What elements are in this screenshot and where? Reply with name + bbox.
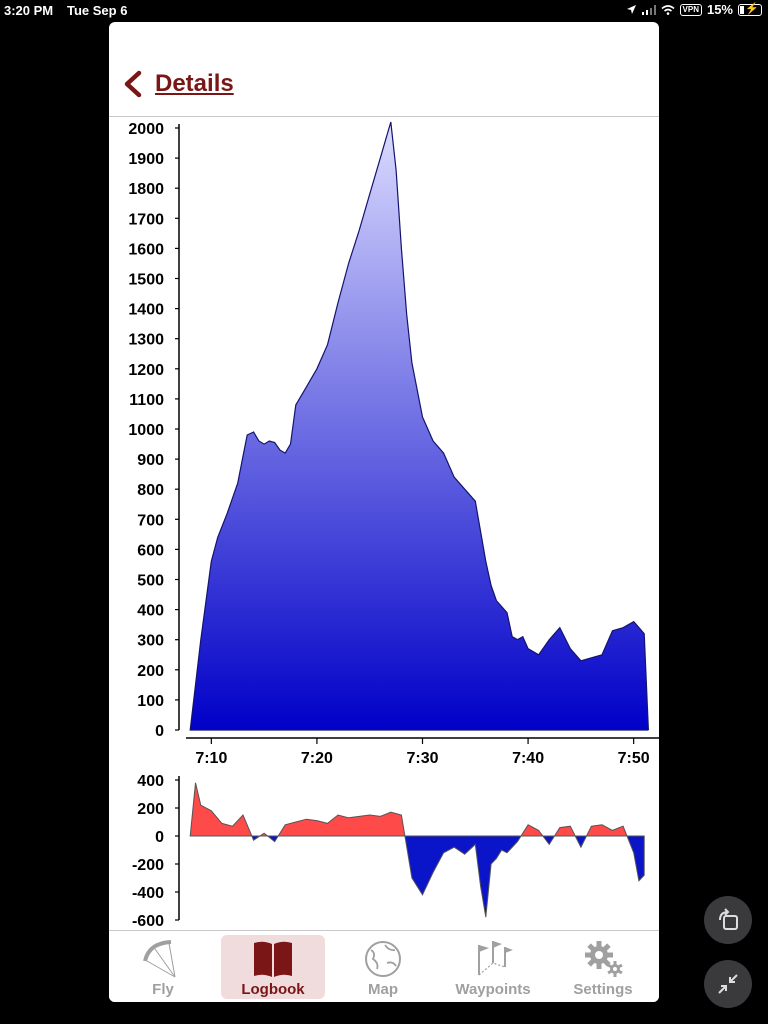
status-time: 3:20 PM [4, 3, 54, 18]
tab-settings[interactable]: Settings [551, 935, 655, 999]
altitude-x-tick-label: 7:40 [512, 750, 544, 767]
altitude-y-tick-label: 100 [137, 693, 164, 710]
altitude-y-tick-label: 200 [137, 663, 164, 680]
altitude-y-tick-label: 1900 [128, 151, 164, 168]
signal-icon [641, 4, 656, 15]
altitude-x-tick-label: 7:50 [618, 750, 650, 767]
tab-waypoints-label: Waypoints [455, 981, 531, 998]
vario-chart: 400 200 0 -200 -400 -600 [132, 773, 645, 930]
flight-charts: 0 100 200 300 400 500 600 700 800 900 1000 1100 1200… [128, 121, 659, 930]
battery-icon: ⚡ [738, 3, 762, 16]
battery-percent: 15% [706, 2, 733, 17]
vario-y-tick-label: -400 [132, 885, 164, 902]
altitude-y-tick-label: 2000 [128, 121, 164, 138]
nav-bar: Details [109, 22, 659, 117]
tab-fly[interactable]: Fly [111, 935, 215, 999]
altitude-y-tick-label: 300 [137, 633, 164, 650]
altitude-y-tick-label: 1200 [128, 362, 164, 379]
vario-y-tick-label: 0 [155, 829, 164, 846]
altitude-y-tick-label: 500 [137, 573, 164, 590]
tab-fly-label: Fly [152, 981, 174, 998]
altitude-y-tick-label: 700 [137, 512, 164, 529]
altitude-x-tick-label: 7:30 [406, 750, 438, 767]
vario-y-tick-label: 200 [137, 801, 164, 818]
vario-sink-area [189, 836, 645, 918]
tab-map[interactable]: Map [331, 935, 435, 999]
chevron-left-icon[interactable] [121, 70, 145, 98]
minimize-button[interactable] [704, 960, 752, 1008]
status-date: Tue Sep 6 [67, 3, 128, 18]
globe-icon [365, 941, 401, 977]
vario-climb-area [189, 782, 645, 836]
altitude-x-tick-label: 7:10 [195, 750, 227, 767]
altitude-chart: 0 100 200 300 400 500 600 700 800 900 1000 1100 1200… [128, 121, 659, 767]
location-arrow-icon [626, 5, 636, 14]
altitude-y-tick-label: 1800 [128, 181, 164, 198]
tab-logbook[interactable]: Logbook [221, 935, 325, 999]
tab-settings-label: Settings [573, 981, 633, 998]
book-icon [254, 941, 292, 977]
tab-logbook-label: Logbook [241, 981, 305, 998]
altitude-x-tick-label: 7:20 [301, 750, 333, 767]
tab-waypoints[interactable]: Waypoints [441, 935, 545, 999]
tab-map-label: Map [368, 981, 398, 998]
altitude-y-tick-label: 800 [137, 482, 164, 499]
vario-y-tick-label: -200 [132, 857, 164, 874]
altitude-y-tick-label: 900 [137, 452, 164, 469]
altitude-y-tick-label: 600 [137, 542, 164, 559]
tab-bar: Fly Logbook Map [109, 930, 659, 1002]
rotate-window-icon [719, 908, 738, 930]
altitude-y-tick-label: 400 [137, 603, 164, 620]
details-back-link[interactable]: Details [155, 70, 234, 97]
minimize-arrows-icon [718, 974, 738, 994]
rotate-window-button[interactable] [704, 896, 752, 944]
vario-y-tick-label: 400 [137, 773, 164, 790]
altitude-y-tick-label: 1400 [128, 302, 164, 319]
gear-icon [585, 941, 623, 977]
wifi-icon [661, 4, 675, 15]
paraglider-icon [143, 940, 176, 978]
flags-icon [478, 941, 513, 976]
altitude-y-tick-label: 1000 [128, 422, 164, 439]
altitude-y-tick-label: 1500 [128, 272, 164, 289]
app-panel: Details 0 100 200 300 400 500 600 700 800 900 1000… [109, 22, 659, 1002]
vario-y-tick-label: -600 [132, 913, 164, 930]
altitude-y-tick-label: 1600 [128, 241, 164, 258]
altitude-area [189, 121, 649, 731]
vpn-badge: VPN [679, 3, 702, 16]
altitude-y-tick-label: 1700 [128, 211, 164, 228]
status-bar: 3:20 PM Tue Sep 6 VPN 15% ⚡ [0, 0, 768, 20]
altitude-y-tick-label: 0 [155, 723, 164, 740]
altitude-y-tick-label: 1100 [129, 392, 164, 409]
altitude-y-tick-label: 1300 [128, 332, 164, 349]
status-indicators: VPN 15% ⚡ [626, 2, 762, 17]
